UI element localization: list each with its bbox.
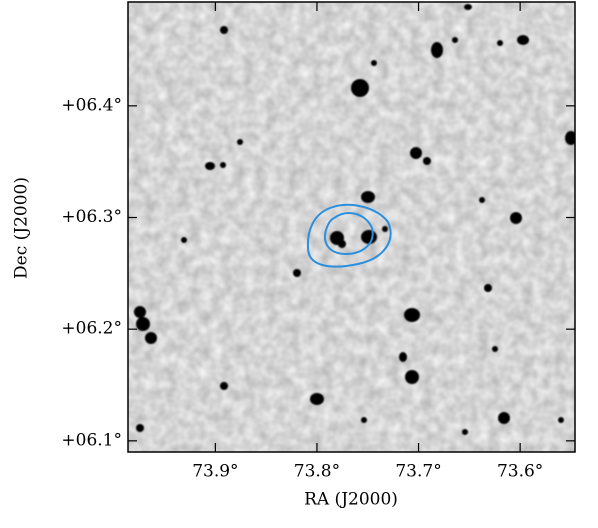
x-tick-label: 73.6° [497, 462, 543, 482]
sky-image [128, 2, 575, 452]
sources [134, 4, 575, 435]
y-tick-label: +06.2° [61, 319, 122, 339]
y-axis-label: Dec (J2000) [12, 177, 32, 279]
plot-frame [127, 1, 576, 453]
y-tick-label: +06.4° [61, 95, 122, 115]
y-tick-label: +06.1° [61, 430, 122, 450]
y-tick-label: +06.3° [61, 207, 122, 227]
contours [306, 203, 392, 268]
x-axis-label: RA (J2000) [304, 490, 398, 510]
x-tick-label: 73.8° [294, 462, 340, 482]
x-tick-label: 73.9° [192, 462, 238, 482]
x-tick-label: 73.7° [395, 462, 441, 482]
